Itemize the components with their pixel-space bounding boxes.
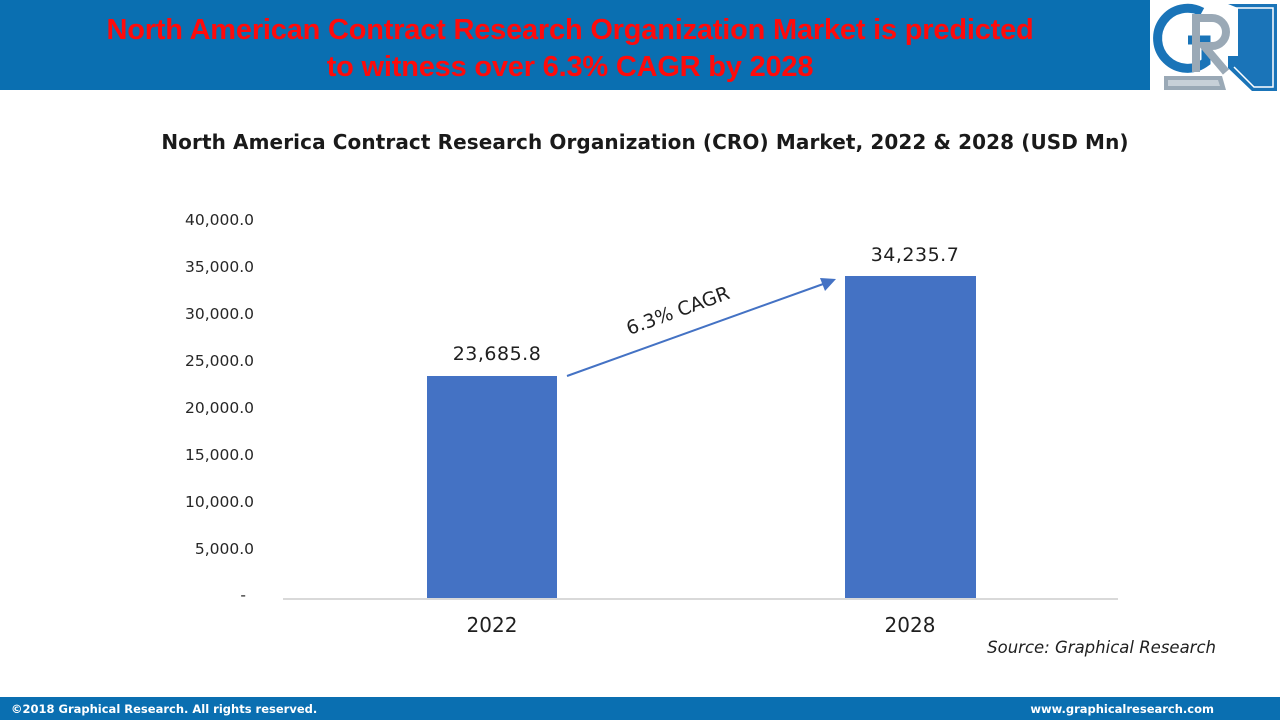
x-tick-label-2028: 2028 <box>884 613 936 637</box>
bar-2022 <box>427 376 557 598</box>
bar-value-label-2022: 23,685.8 <box>452 343 542 365</box>
headline-line-2: to witness over 6.3% CAGR by 2028 <box>326 51 814 83</box>
chart-title: North America Contract Research Organiza… <box>161 130 1129 154</box>
x-tick-label-2022: 2022 <box>466 613 518 637</box>
y-tick-label: - <box>240 586 246 604</box>
x-axis-line <box>283 598 1118 600</box>
y-tick-label: 15,000.0 <box>184 446 254 464</box>
headline-line-1: North American Contract Research Organiz… <box>106 14 1034 46</box>
bar-2028 <box>845 276 976 598</box>
header-band <box>0 0 1150 90</box>
cagr-annotation: 6.3% CAGR <box>623 282 733 340</box>
y-tick-label: 40,000.0 <box>184 211 254 229</box>
graphical-research-logo-icon <box>1150 0 1280 95</box>
copyright-text: ©2018 Graphical Research. All rights res… <box>11 702 318 716</box>
website-link[interactable]: www.graphicalresearch.com <box>1030 702 1214 716</box>
page-headline: North American Contract Research Organiz… <box>0 12 1140 86</box>
y-tick-label: 30,000.0 <box>184 305 254 323</box>
source-note: Source: Graphical Research <box>987 638 1216 657</box>
y-tick-label: 20,000.0 <box>184 399 254 417</box>
bar-value-label-2028: 34,235.7 <box>870 244 960 266</box>
y-tick-label: 35,000.0 <box>184 258 254 276</box>
y-tick-label: 5,000.0 <box>194 540 254 558</box>
y-tick-label: 25,000.0 <box>184 352 254 370</box>
footer-band: ©2018 Graphical Research. All rights res… <box>0 697 1280 720</box>
y-tick-label: 10,000.0 <box>184 493 254 511</box>
